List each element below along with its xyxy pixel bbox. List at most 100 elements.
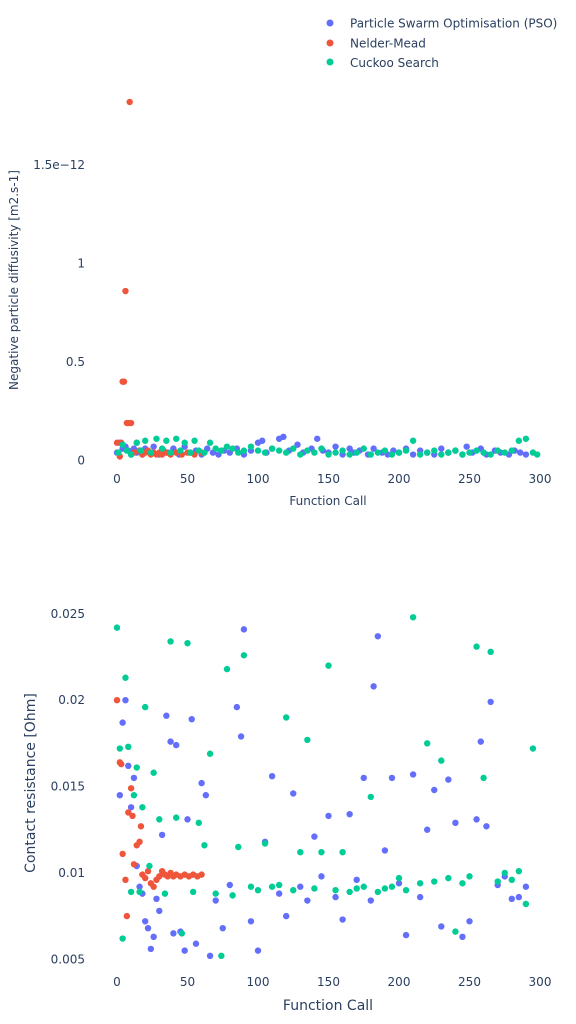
resistance-series-cuckoo-search-point bbox=[402, 886, 410, 894]
diffusivity-x-tick-label: 250 bbox=[458, 472, 481, 486]
diffusivity-series-cuckoo-search-point bbox=[181, 439, 188, 446]
diffusivity-series-cuckoo-search-point bbox=[212, 445, 219, 452]
legend-item-nelder-mead[interactable]: Nelder-Mead bbox=[326, 37, 426, 51]
resistance-series-pso-point bbox=[353, 876, 360, 884]
diffusivity-series-pso-point bbox=[314, 435, 321, 442]
resistance-series-cuckoo-search-point bbox=[184, 639, 191, 647]
resistance-series-cuckoo-search-point bbox=[346, 888, 353, 896]
diffusivity-marks bbox=[113, 98, 541, 460]
legend-item-pso[interactable]: Particle Swarm Optimisation (PSO) bbox=[326, 17, 558, 31]
resistance-series-pso-point bbox=[226, 881, 233, 889]
resistance-series-pso-point bbox=[304, 897, 311, 904]
resistance-series-nelder-mead-point bbox=[127, 785, 135, 792]
diffusivity-series-cuckoo-search-point bbox=[402, 447, 410, 454]
resistance-series-pso-point bbox=[212, 897, 219, 904]
diffusivity-series-cuckoo-search-point bbox=[275, 447, 283, 454]
resistance-series-cuckoo-search-point bbox=[161, 890, 169, 897]
diffusivity-series-cuckoo-search-point bbox=[431, 447, 438, 454]
resistance-series-cuckoo-search-point bbox=[367, 793, 374, 801]
diffusivity-series-cuckoo-search-point bbox=[304, 447, 311, 454]
resistance-series-cuckoo-search-point bbox=[501, 869, 508, 877]
diffusivity-series-nelder-mead-point bbox=[127, 419, 135, 427]
diffusivity-series-cuckoo-search-point bbox=[254, 447, 262, 454]
resistance-series-cuckoo-search-point bbox=[508, 876, 515, 884]
resistance-series-pso-point bbox=[325, 812, 332, 820]
diffusivity-series-cuckoo-search-point bbox=[137, 447, 145, 454]
resistance-series-pso-point bbox=[473, 816, 480, 823]
resistance-series-pso-point bbox=[367, 897, 374, 904]
resistance-series-cuckoo-search-point bbox=[438, 757, 445, 764]
resistance-series-nelder-mead bbox=[113, 696, 205, 920]
diffusivity-series-pso-point bbox=[409, 451, 417, 458]
resistance-series-pso-point bbox=[466, 918, 473, 925]
resistance-series-cuckoo-search-point bbox=[119, 935, 126, 942]
resistance-series-pso-point bbox=[158, 831, 166, 839]
resistance-series-cuckoo-search-point bbox=[235, 843, 242, 851]
resistance-series-pso-point bbox=[173, 741, 180, 749]
resistance-series-cuckoo-search-point bbox=[515, 867, 523, 875]
resistance-series-pso-point bbox=[184, 816, 191, 823]
resistance-x-tick-label: 250 bbox=[458, 975, 481, 989]
resistance-series-nelder-mead-point bbox=[122, 876, 129, 884]
resistance-series-cuckoo-search-point bbox=[487, 648, 494, 656]
resistance-series-cuckoo-search-point bbox=[297, 848, 304, 856]
resistance-series-pso bbox=[116, 626, 530, 960]
resistance-series-pso-point bbox=[416, 893, 424, 901]
legend-item-cuckoo[interactable]: Cuckoo Search bbox=[326, 56, 439, 70]
resistance-series-nelder-mead-point bbox=[123, 912, 131, 920]
resistance-series-pso-point bbox=[122, 696, 129, 704]
resistance-series-pso-point bbox=[290, 790, 297, 797]
resistance-marks bbox=[113, 614, 537, 960]
resistance-series-cuckoo-search-point bbox=[240, 652, 248, 659]
diffusivity-series-pso-point bbox=[517, 449, 524, 456]
diffusivity-series-cuckoo-search-point bbox=[235, 449, 242, 456]
resistance-series-pso-point bbox=[275, 890, 283, 897]
resistance-series-cuckoo-search-point bbox=[424, 740, 431, 747]
diffusivity-series-cuckoo-search-point bbox=[459, 451, 466, 458]
resistance-series-pso-point bbox=[163, 712, 170, 719]
diffusivity-series-pso-point bbox=[438, 445, 445, 452]
resistance-series-cuckoo-search-point bbox=[125, 743, 132, 751]
resistance-series-pso-point bbox=[144, 924, 152, 932]
diffusivity-series-cuckoo-search-point bbox=[240, 447, 248, 454]
diffusivity-series-cuckoo-search-point bbox=[311, 449, 318, 456]
resistance-series-cuckoo-search-point bbox=[318, 848, 325, 856]
resistance-series-cuckoo-search-point bbox=[130, 791, 138, 799]
resistance-series-pso-point bbox=[395, 880, 403, 887]
resistance-x-tick-label: 200 bbox=[388, 975, 411, 989]
resistance-series-pso-point bbox=[487, 698, 494, 706]
diffusivity-series-cuckoo-search-point bbox=[339, 447, 346, 454]
resistance-series-pso-point bbox=[198, 779, 205, 787]
diffusivity-series-pso-point bbox=[463, 443, 470, 450]
resistance-series-cuckoo-search-point bbox=[283, 714, 290, 721]
resistance-series-pso-point bbox=[202, 791, 210, 799]
resistance-series-cuckoo-search-point bbox=[218, 952, 225, 960]
resistance-series-pso-point bbox=[170, 930, 177, 937]
diffusivity-series-cuckoo-search-point bbox=[416, 451, 424, 458]
diffusivity-series-cuckoo-search-point bbox=[487, 451, 494, 458]
resistance-series-nelder-mead-point bbox=[156, 873, 163, 880]
legend-marker-nelder-mead bbox=[326, 39, 334, 47]
resistance-series-cuckoo-search-point bbox=[113, 624, 121, 631]
resistance-series-nelder-mead-point bbox=[113, 696, 121, 704]
resistance-series-cuckoo-search-point bbox=[332, 886, 339, 894]
diffusivity-series-cuckoo-search-point bbox=[508, 447, 515, 454]
diffusivity-series-pso-point bbox=[332, 443, 339, 450]
diffusivity-series-cuckoo-search-point bbox=[318, 445, 325, 452]
resistance-series-pso-point bbox=[381, 847, 389, 854]
resistance-series-cuckoo-search-point bbox=[178, 930, 186, 937]
legend-marker-cuckoo bbox=[326, 58, 334, 66]
diffusivity-y-tick-label: 1 bbox=[77, 256, 85, 270]
resistance-x-tick-label: 300 bbox=[529, 975, 552, 989]
contact-resistance-chart: 0 50 100 150 200 250 300 0.005 0.01 0.015 0.02 0.02… bbox=[23, 607, 551, 1014]
diffusivity-series-cuckoo-search-point bbox=[247, 443, 255, 450]
resistance-series-cuckoo-search-point bbox=[529, 745, 537, 752]
diffusivity-series-cuckoo-search-point bbox=[501, 449, 508, 456]
resistance-series-cuckoo-search-point bbox=[206, 750, 214, 757]
resistance-series-nelder-mead-point bbox=[144, 867, 152, 875]
resistance-series-pso-point bbox=[136, 883, 143, 890]
resistance-series-pso-point bbox=[153, 895, 160, 903]
legend[interactable]: Particle Swarm Optimisation (PSO) Nelder… bbox=[326, 17, 558, 71]
diffusivity-series-cuckoo-search-point bbox=[177, 447, 184, 454]
